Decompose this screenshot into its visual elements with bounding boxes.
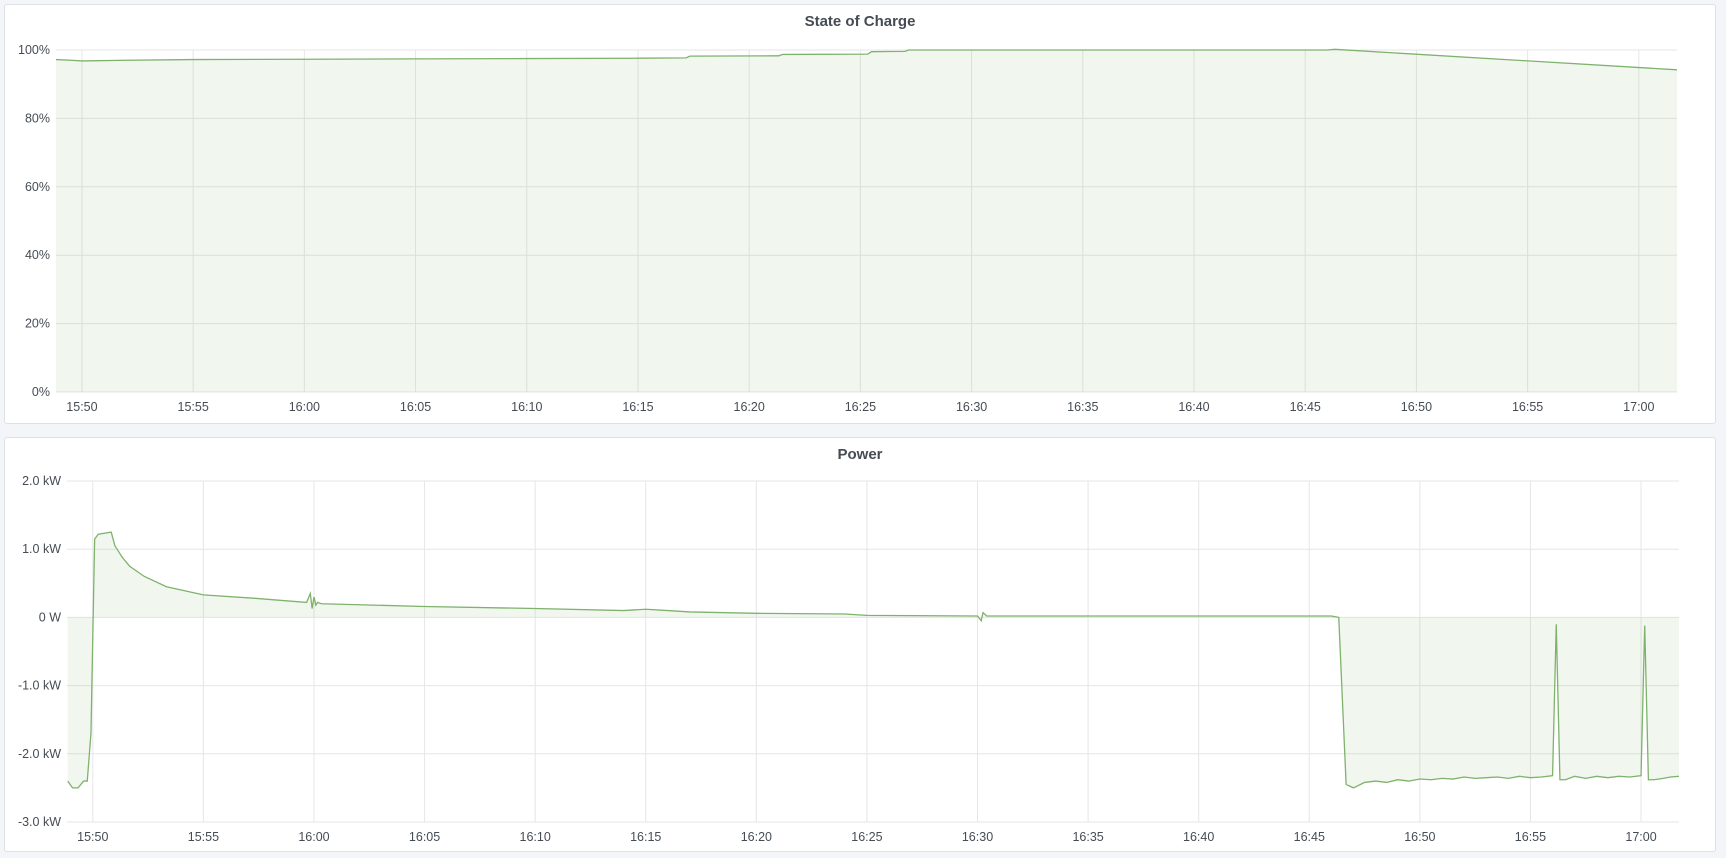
y-tick-label: 100% xyxy=(18,43,50,57)
x-tick-label: 16:00 xyxy=(289,400,320,414)
y-tick-label: -2.0 kW xyxy=(18,747,61,761)
x-tick-label: 16:20 xyxy=(741,830,772,844)
x-tick-label: 16:05 xyxy=(409,830,440,844)
x-tick-label: 16:40 xyxy=(1178,400,1209,414)
x-tick-label: 15:55 xyxy=(188,830,219,844)
x-tick-label: 17:00 xyxy=(1623,400,1654,414)
x-tick-label: 16:25 xyxy=(851,830,882,844)
x-tick-label: 15:55 xyxy=(178,400,209,414)
state-of-charge-chart: 0% 20% 40% 60% 80% 100% 15:50 15:55 16:00 16:05 16… xyxy=(18,43,1678,414)
x-tick-label: 16:50 xyxy=(1404,830,1435,844)
x-tick-label: 16:45 xyxy=(1290,400,1321,414)
series-line xyxy=(55,48,1678,71)
y-tick-label: 1.0 kW xyxy=(22,542,61,556)
x-tick-label: 17:00 xyxy=(1625,830,1656,844)
y-tick-label: 0 W xyxy=(39,610,61,624)
x-tick-label: 16:55 xyxy=(1515,830,1546,844)
y-tick-label: -3.0 kW xyxy=(18,815,61,829)
x-tick-label: 16:35 xyxy=(1072,830,1103,844)
x-tick-label: 16:00 xyxy=(298,830,329,844)
x-tick-label: 16:30 xyxy=(962,830,993,844)
state-of-charge-panel: State of Charge 0% 20% 40% 60% 80% 100% 15:50 1… xyxy=(4,4,1716,424)
panel-title[interactable]: Power xyxy=(837,446,883,463)
x-tick-label: 16:20 xyxy=(734,400,765,414)
power-panel: Power -3.0 kW -2.0 kW -1.0 kW 0 W 1.0 kW 2.0 … xyxy=(4,437,1716,852)
x-tick-label: 16:25 xyxy=(845,400,876,414)
x-tick-label: 16:15 xyxy=(622,400,653,414)
x-tick-label: 16:30 xyxy=(956,400,987,414)
series-area-fill xyxy=(67,532,1679,788)
x-tick-label: 16:05 xyxy=(400,400,431,414)
y-tick-label: 20% xyxy=(25,317,50,331)
x-tick-label: 16:10 xyxy=(520,830,551,844)
panel-title[interactable]: State of Charge xyxy=(804,13,916,30)
x-tick-label: 16:50 xyxy=(1401,400,1432,414)
x-tick-label: 16:55 xyxy=(1512,400,1543,414)
y-tick-label: 2.0 kW xyxy=(22,474,61,488)
y-tick-label: 60% xyxy=(25,180,50,194)
x-tick-label: 16:15 xyxy=(630,830,661,844)
series-area-fill xyxy=(56,49,1677,392)
x-tick-label: 16:45 xyxy=(1294,830,1325,844)
x-tick-label: 16:40 xyxy=(1183,830,1214,844)
x-tick-label: 16:10 xyxy=(511,400,542,414)
y-tick-label: 40% xyxy=(25,248,50,262)
y-tick-label: 80% xyxy=(25,111,50,125)
x-tick-label: 15:50 xyxy=(77,830,108,844)
y-tick-label: 0% xyxy=(32,385,50,399)
x-tick-label: 15:50 xyxy=(66,400,97,414)
series-line xyxy=(67,531,1680,789)
power-chart: -3.0 kW -2.0 kW -1.0 kW 0 W 1.0 kW 2.0 kW 15:5… xyxy=(18,474,1680,844)
y-tick-label: -1.0 kW xyxy=(18,679,61,693)
x-tick-label: 16:35 xyxy=(1067,400,1098,414)
